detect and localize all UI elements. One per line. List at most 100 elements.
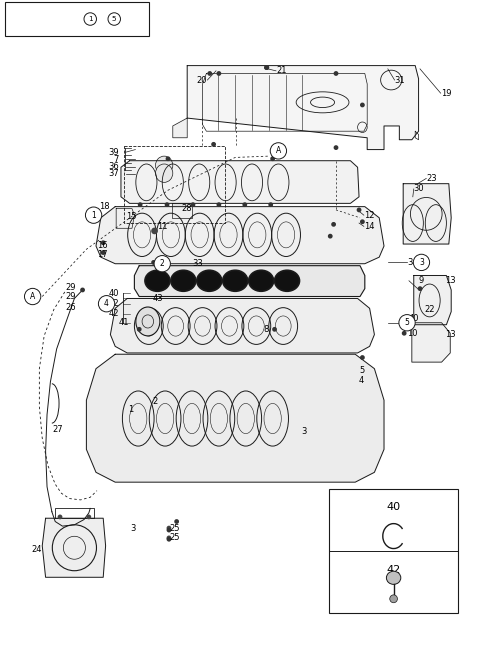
Text: 1: 1 bbox=[91, 211, 96, 220]
Text: 13: 13 bbox=[445, 330, 456, 339]
Text: 32: 32 bbox=[108, 299, 119, 308]
Ellipse shape bbox=[165, 202, 169, 207]
Text: 23: 23 bbox=[426, 174, 437, 183]
Text: 30: 30 bbox=[414, 184, 424, 194]
Text: ~: ~ bbox=[100, 16, 108, 26]
Ellipse shape bbox=[167, 525, 171, 531]
Ellipse shape bbox=[216, 71, 221, 76]
Ellipse shape bbox=[399, 315, 415, 331]
Ellipse shape bbox=[264, 65, 269, 70]
Ellipse shape bbox=[249, 270, 274, 291]
Text: 4: 4 bbox=[359, 376, 364, 385]
Text: 2: 2 bbox=[153, 397, 158, 406]
Ellipse shape bbox=[80, 287, 85, 293]
Text: 20: 20 bbox=[197, 75, 207, 85]
Ellipse shape bbox=[101, 250, 106, 255]
Text: 26: 26 bbox=[65, 302, 76, 312]
Ellipse shape bbox=[108, 12, 120, 26]
Ellipse shape bbox=[390, 595, 397, 603]
Text: 14: 14 bbox=[364, 222, 374, 231]
Text: 16: 16 bbox=[97, 241, 108, 251]
Ellipse shape bbox=[156, 156, 173, 174]
Ellipse shape bbox=[223, 270, 248, 291]
Polygon shape bbox=[86, 354, 384, 482]
Text: 10: 10 bbox=[407, 329, 418, 338]
Polygon shape bbox=[403, 184, 451, 244]
Text: 19: 19 bbox=[441, 89, 451, 98]
Text: 5: 5 bbox=[112, 16, 117, 22]
Text: 36: 36 bbox=[108, 162, 119, 171]
Ellipse shape bbox=[275, 270, 300, 291]
Text: 5: 5 bbox=[405, 318, 409, 327]
Text: 1: 1 bbox=[88, 16, 93, 22]
Ellipse shape bbox=[418, 286, 422, 291]
Ellipse shape bbox=[174, 519, 179, 524]
Ellipse shape bbox=[216, 202, 221, 207]
Ellipse shape bbox=[98, 296, 115, 312]
Text: 29: 29 bbox=[65, 292, 76, 301]
Text: 24: 24 bbox=[32, 545, 42, 554]
Text: 13: 13 bbox=[445, 276, 456, 285]
Ellipse shape bbox=[191, 202, 195, 207]
Text: A: A bbox=[30, 292, 35, 301]
Ellipse shape bbox=[242, 202, 247, 207]
Ellipse shape bbox=[156, 164, 173, 182]
Text: 37: 37 bbox=[108, 169, 119, 178]
Ellipse shape bbox=[145, 270, 170, 291]
Ellipse shape bbox=[85, 207, 102, 223]
Ellipse shape bbox=[167, 537, 171, 542]
Ellipse shape bbox=[151, 228, 158, 234]
Text: 40: 40 bbox=[108, 289, 119, 298]
Text: 40: 40 bbox=[386, 502, 401, 512]
Polygon shape bbox=[412, 323, 450, 362]
Text: 21: 21 bbox=[276, 66, 287, 75]
Ellipse shape bbox=[136, 307, 160, 336]
Text: THE NO. 38:: THE NO. 38: bbox=[9, 16, 63, 26]
Ellipse shape bbox=[386, 571, 401, 584]
FancyBboxPatch shape bbox=[329, 489, 458, 613]
Polygon shape bbox=[172, 203, 192, 218]
Ellipse shape bbox=[101, 240, 106, 245]
Text: 35: 35 bbox=[401, 318, 411, 327]
Text: 42: 42 bbox=[108, 309, 119, 318]
Ellipse shape bbox=[151, 260, 156, 265]
Ellipse shape bbox=[402, 331, 407, 336]
Polygon shape bbox=[96, 207, 384, 264]
Text: 42: 42 bbox=[386, 565, 401, 575]
Text: 18: 18 bbox=[99, 202, 109, 211]
Text: A: A bbox=[276, 146, 281, 155]
Text: 27: 27 bbox=[53, 425, 63, 434]
Ellipse shape bbox=[360, 355, 365, 360]
Ellipse shape bbox=[264, 65, 269, 70]
Text: 3: 3 bbox=[131, 523, 136, 533]
Polygon shape bbox=[42, 518, 106, 577]
Text: 12: 12 bbox=[364, 211, 374, 220]
Text: 7: 7 bbox=[114, 155, 119, 164]
Ellipse shape bbox=[197, 270, 222, 291]
Ellipse shape bbox=[167, 535, 171, 541]
Ellipse shape bbox=[331, 222, 336, 227]
Text: 4: 4 bbox=[104, 299, 109, 308]
Ellipse shape bbox=[167, 527, 171, 533]
Text: 29: 29 bbox=[65, 283, 76, 292]
Polygon shape bbox=[187, 66, 419, 150]
Ellipse shape bbox=[86, 514, 91, 520]
Ellipse shape bbox=[84, 12, 96, 26]
Ellipse shape bbox=[334, 145, 338, 150]
Ellipse shape bbox=[357, 207, 361, 213]
Text: 17: 17 bbox=[97, 250, 108, 259]
Ellipse shape bbox=[270, 143, 287, 159]
Ellipse shape bbox=[58, 514, 62, 520]
Text: 2: 2 bbox=[160, 259, 165, 268]
Ellipse shape bbox=[270, 156, 275, 161]
Text: 3: 3 bbox=[301, 427, 307, 436]
Text: 40: 40 bbox=[409, 314, 420, 323]
Text: 41: 41 bbox=[119, 318, 130, 327]
Text: NOTE: NOTE bbox=[11, 6, 38, 15]
Text: 1: 1 bbox=[128, 405, 133, 415]
Text: 3: 3 bbox=[419, 258, 424, 267]
Ellipse shape bbox=[24, 289, 41, 304]
Text: 25: 25 bbox=[169, 533, 180, 543]
Ellipse shape bbox=[334, 71, 338, 76]
Text: 31: 31 bbox=[395, 75, 405, 85]
